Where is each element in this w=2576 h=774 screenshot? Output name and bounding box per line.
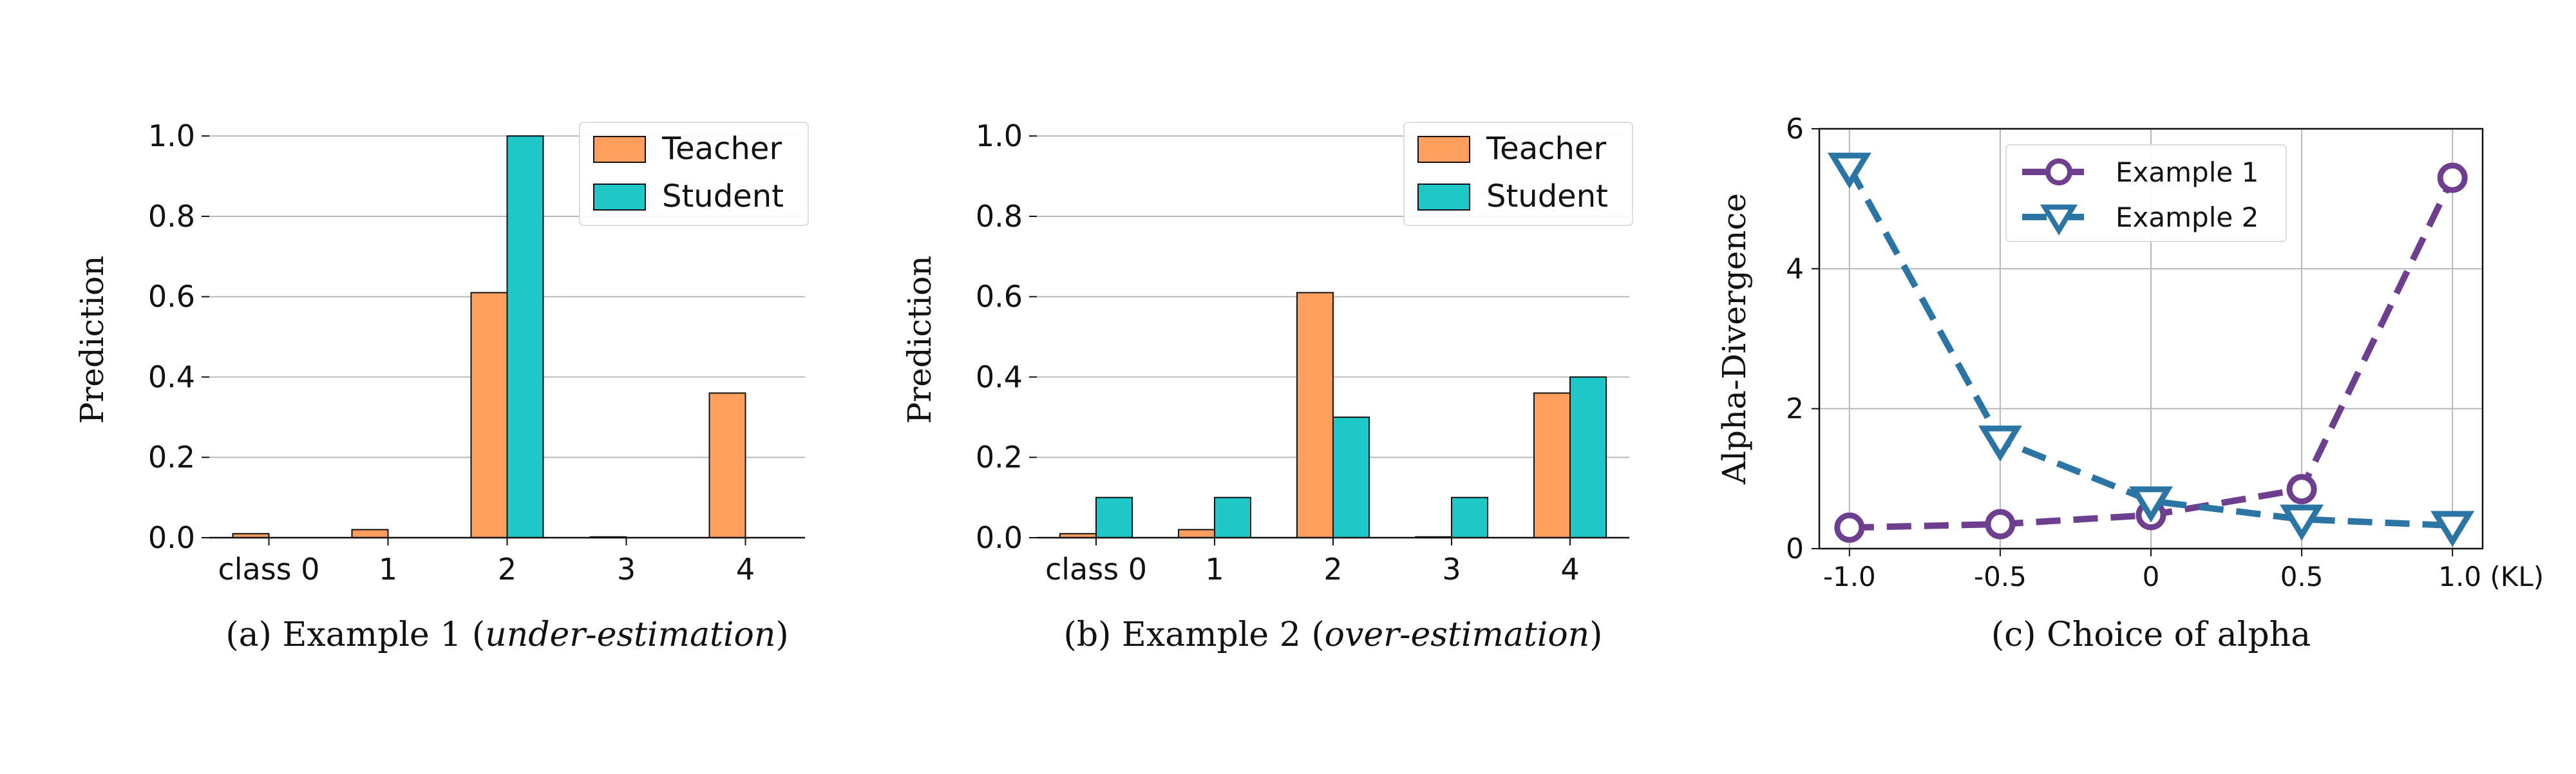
marker-example-2-4 <box>2430 511 2475 547</box>
bar-student-4 <box>1569 376 1607 538</box>
legend-swatch-student <box>1417 184 1470 211</box>
y-axis-label: Alpha-Divergence <box>1716 193 1753 485</box>
legend-label-teacher: Teacher <box>1486 131 1606 167</box>
caption-suffix: ) <box>1589 616 1602 654</box>
legend-label-1: Example 1 <box>2116 156 2259 188</box>
y-tick-label: 0 <box>1786 533 1804 565</box>
y-tick-label: 0.8 <box>976 199 1023 234</box>
bar-student-0 <box>1095 496 1133 538</box>
x-tick-label: 4 <box>736 552 755 587</box>
y-tick-label: 1.0 <box>148 118 195 153</box>
bar-teacher-4 <box>1533 392 1571 539</box>
bar-teacher-2 <box>1296 292 1334 538</box>
x-tick-label: 0.5 <box>2280 561 2324 592</box>
line-chart-c: -1.0 -0.5 0 0.5 1.0 (KL) 0 2 4 6 Example 1 Example… <box>1716 113 2544 654</box>
legend-swatch-teacher <box>1417 136 1470 163</box>
caption-suffix: ) <box>775 616 788 654</box>
x-tick-label: 3 <box>1442 552 1461 587</box>
legend-marker-2 <box>2040 204 2078 236</box>
x-tick-label: class 0 <box>1045 552 1147 587</box>
marker-example-2-1 <box>1978 425 2022 462</box>
bar-teacher-1 <box>1178 529 1215 538</box>
marker-example-1-1 <box>1985 509 2016 540</box>
legend-swatch-student <box>593 184 646 211</box>
x-tick-label: 1.0 (KL) <box>2438 561 2544 592</box>
bar-student-3 <box>1451 496 1488 538</box>
bar-chart-b: 0.0 0.2 0.4 0.6 0.8 1.0 class 0 1 2 3 4 Prediction T… <box>901 118 1633 654</box>
caption-prefix: (a) Example 1 ( <box>225 616 485 654</box>
bar-student-2 <box>506 135 544 538</box>
bar-teacher-1 <box>351 529 389 538</box>
y-tick-label: 6 <box>1786 113 1804 146</box>
bar-chart-a: 0.0 0.2 0.4 0.6 0.8 1.0 class 0 1 2 3 4 Prediction T… <box>73 118 809 654</box>
y-axis-label: Prediction <box>901 256 938 424</box>
caption-emphasis: under-estimation <box>485 616 775 654</box>
y-tick-label: 0.4 <box>148 359 195 394</box>
y-tick-label: 0.2 <box>148 440 195 475</box>
y-tick-label: 0.2 <box>976 440 1023 475</box>
y-axis-label: Prediction <box>73 256 111 424</box>
x-tick-label: class 0 <box>218 552 319 587</box>
y-tick-label: 0.4 <box>976 359 1023 394</box>
y-tick-label: 0.8 <box>148 199 195 234</box>
y-tick-label: 0.0 <box>976 520 1023 555</box>
x-tick-label: 1 <box>1205 552 1224 587</box>
x-tick-label: 2 <box>498 552 516 587</box>
x-tick-label: 3 <box>617 552 636 587</box>
legend-label-2: Example 2 <box>2116 202 2259 233</box>
y-tick-label: 1.0 <box>976 118 1023 153</box>
bar-student-1 <box>1214 496 1251 538</box>
marker-example-1-4 <box>2437 162 2468 193</box>
x-tick-label: 4 <box>1560 552 1579 587</box>
y-tick-label: 0.6 <box>148 279 195 314</box>
series-line-example-2 <box>1846 165 2453 529</box>
chart-caption: (c) Choice of alpha <box>1991 616 2311 654</box>
x-tick-label: -1.0 <box>1823 561 1876 592</box>
x-tick-label: -0.5 <box>1974 561 2027 592</box>
y-tick-label: 0.0 <box>148 520 195 555</box>
bar-teacher-4 <box>708 392 746 539</box>
y-tick-label: 2 <box>1786 393 1804 426</box>
x-tick-label: 1 <box>379 552 397 587</box>
bar-teacher-2 <box>470 292 508 538</box>
legend-label-teacher: Teacher <box>661 131 782 167</box>
marker-example-1-0 <box>1834 512 1865 543</box>
caption-prefix: (b) Example 2 ( <box>1064 616 1325 654</box>
bar-student-2 <box>1332 416 1370 538</box>
y-tick-label: 4 <box>1786 252 1804 285</box>
legend-swatch-teacher <box>593 136 646 163</box>
chart-caption: (b) Example 2 (over-estimation) <box>1064 616 1603 654</box>
marker-example-2-2 <box>2129 486 2173 523</box>
marker-example-2-3 <box>2280 504 2324 541</box>
caption-emphasis: over-estimation <box>1325 616 1590 654</box>
marker-example-1-3 <box>2286 474 2317 505</box>
legend-marker-1 <box>2045 158 2072 185</box>
x-tick-label: 0 <box>2143 561 2160 592</box>
y-tick-label: 0.6 <box>976 279 1023 314</box>
marker-example-2-0 <box>1827 153 1871 189</box>
x-tick-label: 2 <box>1323 552 1342 587</box>
chart-caption: (a) Example 1 (under-estimation) <box>225 616 788 654</box>
legend-label-student: Student <box>662 178 784 214</box>
legend-label-student: Student <box>1486 178 1608 214</box>
